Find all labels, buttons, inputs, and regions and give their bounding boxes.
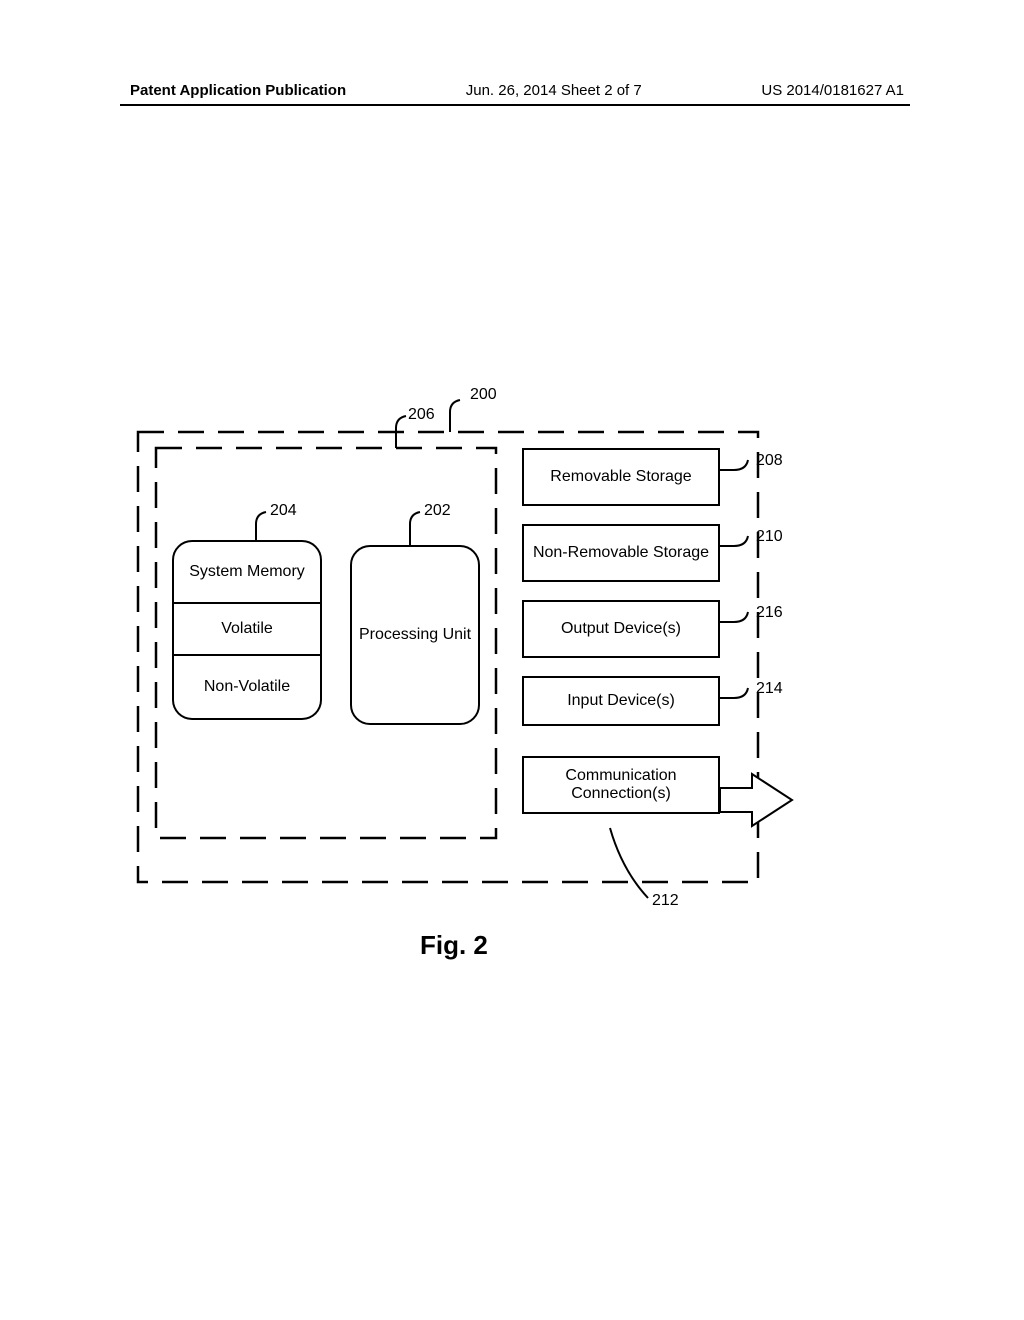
ref-leader-212 — [610, 828, 648, 898]
ref-leader-204 — [256, 512, 266, 540]
ref-leader-210 — [720, 536, 748, 546]
box-input-devices: Input Device(s) — [522, 676, 720, 726]
box-communication-connections: Communication Connection(s) — [522, 756, 720, 814]
memory-row-system: System Memory — [172, 540, 322, 604]
ref-200: 200 — [470, 386, 497, 404]
ref-208: 208 — [756, 452, 783, 470]
box-removable-storage-label: Removable Storage — [550, 468, 691, 486]
ref-leader-200 — [450, 400, 460, 432]
diagram-svg — [0, 0, 1024, 1320]
box-nonremovable-storage-label: Non-Removable Storage — [533, 544, 709, 562]
ref-206: 206 — [408, 406, 435, 424]
comm-arrow-icon — [720, 774, 792, 826]
ref-leader-202 — [410, 512, 420, 545]
box-output-devices-label: Output Device(s) — [561, 620, 681, 638]
box-communication-connections-label: Communication Connection(s) — [524, 767, 718, 803]
processing-unit-label: Processing Unit — [359, 626, 471, 644]
ref-leader-214 — [720, 688, 748, 698]
ref-210: 210 — [756, 528, 783, 546]
figure-label: Fig. 2 — [420, 930, 488, 961]
ref-212: 212 — [652, 892, 679, 910]
ref-202: 202 — [424, 502, 451, 520]
ref-leader-208 — [720, 460, 748, 470]
ref-214: 214 — [756, 680, 783, 698]
system-memory-stack: System Memory Volatile Non-Volatile — [172, 540, 322, 720]
box-output-devices: Output Device(s) — [522, 600, 720, 658]
memory-row-nonvolatile: Non-Volatile — [172, 656, 322, 720]
ref-216: 216 — [756, 604, 783, 622]
box-removable-storage: Removable Storage — [522, 448, 720, 506]
box-input-devices-label: Input Device(s) — [567, 692, 675, 710]
memory-row-volatile: Volatile — [172, 604, 322, 656]
ref-204: 204 — [270, 502, 297, 520]
ref-leader-216 — [720, 612, 748, 622]
box-nonremovable-storage: Non-Removable Storage — [522, 524, 720, 582]
processing-unit-box: Processing Unit — [350, 545, 480, 725]
